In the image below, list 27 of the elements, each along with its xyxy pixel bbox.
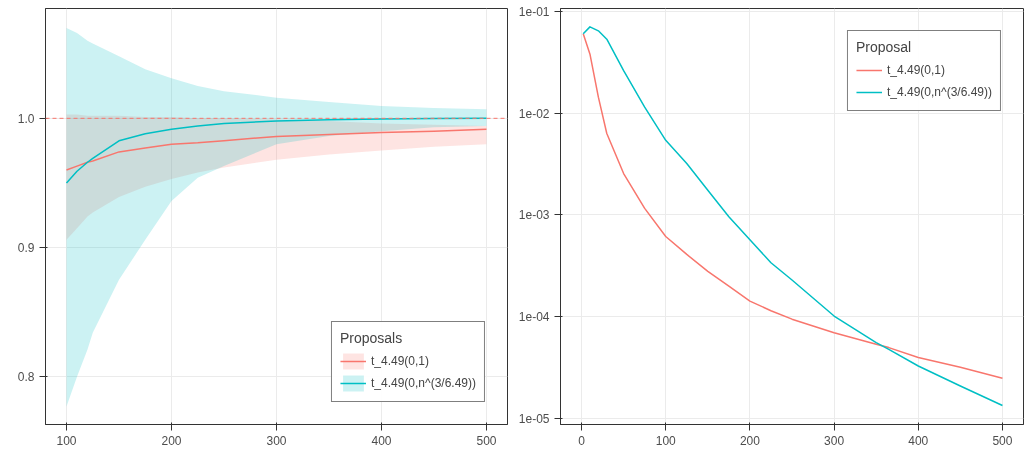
y-tick-label: 1e-03 (518, 208, 550, 223)
legend-title: Proposals (339, 330, 404, 346)
y-tick-label: 1e-05 (518, 412, 550, 427)
legend-label: t_4.49(0,n^(3/6.49)) (886, 85, 992, 99)
y-tick-label: 1e-02 (518, 106, 550, 121)
x-tick-label: 100 (56, 433, 77, 448)
x-tick-label: 100 (655, 433, 677, 448)
legend-title: Proposal (855, 39, 913, 55)
legend-label: t_4.49(0,1) (886, 63, 946, 77)
x-tick-label: 300 (266, 433, 287, 448)
x-tick-label: 400 (908, 433, 929, 448)
y-tick-label: 1e-04 (518, 310, 550, 325)
y-tick-label: 1e-01 (518, 4, 550, 19)
line-series (65, 117, 488, 184)
x-tick-label: 0 (578, 433, 586, 448)
line-series (65, 128, 488, 171)
y-tick-label: 0.9 (17, 241, 35, 256)
x-tick-label: 300 (824, 433, 845, 448)
x-tick-label: 400 (371, 433, 392, 448)
y-tick-label: 0.8 (17, 370, 35, 385)
legend-label: t_4.49(0,1) (370, 354, 430, 368)
x-tick-label: 500 (476, 433, 497, 448)
legend-label: t_4.49(0,n^(3/6.49)) (370, 376, 476, 390)
x-tick-label: 200 (161, 433, 182, 448)
y-tick-label: 1.0 (17, 111, 35, 126)
x-tick-label: 500 (992, 433, 1013, 448)
x-tick-label: 200 (739, 433, 761, 448)
